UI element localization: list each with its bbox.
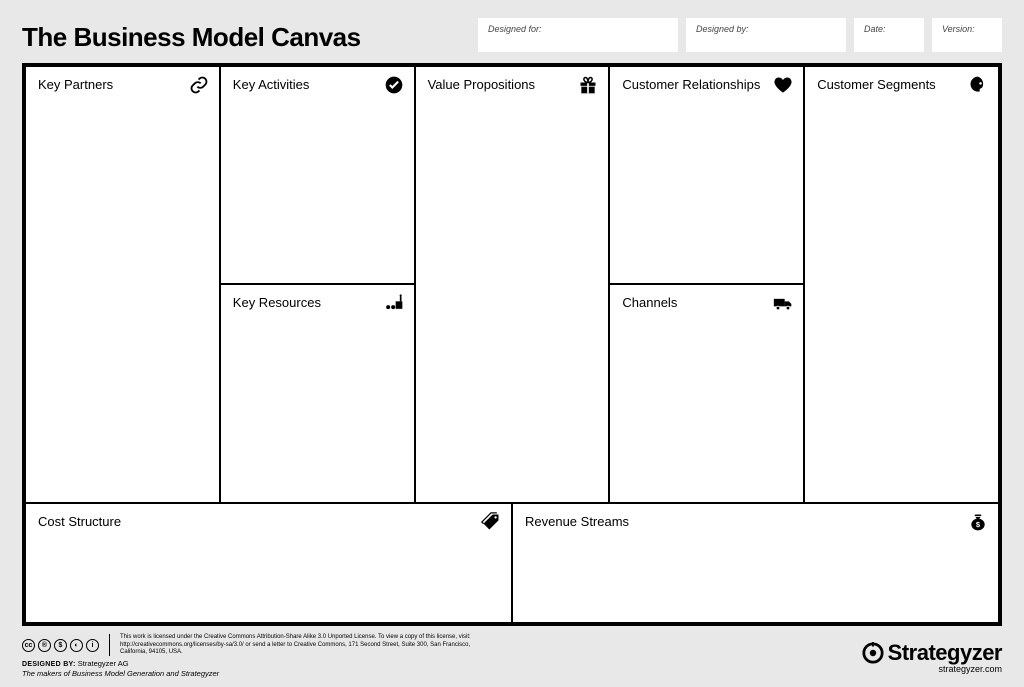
header-row: The Business Model Canvas Designed for: …	[22, 18, 1002, 53]
checkmark-circle-icon	[384, 75, 404, 95]
money-bag-icon: $	[968, 512, 988, 532]
brand: Strategyzer strategyzer.com	[862, 640, 1002, 674]
block-title: Key Partners	[38, 77, 207, 92]
factory-icon	[384, 293, 404, 313]
block-title: Revenue Streams	[525, 514, 986, 529]
block-title: Value Propositions	[428, 77, 597, 92]
block-title: Channels	[622, 295, 791, 310]
license-line-1: This work is licensed under the Creative…	[120, 634, 480, 641]
block-key-resources[interactable]: Key Resources	[220, 284, 415, 503]
page-title: The Business Model Canvas	[22, 18, 361, 53]
price-tag-icon	[481, 512, 501, 532]
truck-icon	[773, 293, 793, 313]
designed-by-line: DESIGNED BY: Strategyzer AG The makers o…	[22, 659, 480, 679]
license-text: This work is licensed under the Creative…	[120, 634, 480, 656]
block-revenue-streams[interactable]: Revenue Streams $	[512, 503, 999, 623]
block-cost-structure[interactable]: Cost Structure	[25, 503, 512, 623]
block-key-activities[interactable]: Key Activities	[220, 66, 415, 284]
block-key-partners[interactable]: Key Partners	[25, 66, 220, 503]
gift-icon	[578, 75, 598, 95]
brand-name: Strategyzer	[888, 640, 1002, 666]
block-title: Key Activities	[233, 77, 402, 92]
meta-designed-for[interactable]: Designed for:	[478, 18, 678, 52]
meta-date[interactable]: Date:	[854, 18, 924, 52]
designed-by-label: DESIGNED BY:	[22, 661, 76, 668]
block-channels[interactable]: Channels	[609, 284, 804, 503]
block-title: Cost Structure	[38, 514, 499, 529]
license-line-2: http://creativecommons.org/licenses/by-s…	[120, 642, 480, 656]
heart-icon	[773, 75, 793, 95]
block-customer-relationships[interactable]: Customer Relationships	[609, 66, 804, 284]
block-value-propositions[interactable]: Value Propositions	[415, 66, 610, 503]
person-head-icon	[968, 75, 988, 95]
cc-license-icons: cc ® $ ◐ i	[22, 639, 99, 652]
designed-by-value: Strategyzer AG	[78, 659, 129, 668]
block-title: Key Resources	[233, 295, 402, 310]
makers-line: The makers of Business Model Generation …	[22, 669, 219, 678]
block-customer-segments[interactable]: Customer Segments	[804, 66, 999, 503]
brand-logo: Strategyzer	[862, 640, 1002, 666]
footer: cc ® $ ◐ i This work is licensed under t…	[22, 626, 1002, 679]
block-title: Customer Segments	[817, 77, 986, 92]
link-icon	[189, 75, 209, 95]
block-title: Customer Relationships	[622, 77, 791, 92]
meta-designed-by[interactable]: Designed by:	[686, 18, 846, 52]
meta-version[interactable]: Version:	[932, 18, 1002, 52]
canvas-grid: Key Partners Key Activities Key Resource…	[22, 63, 1002, 626]
